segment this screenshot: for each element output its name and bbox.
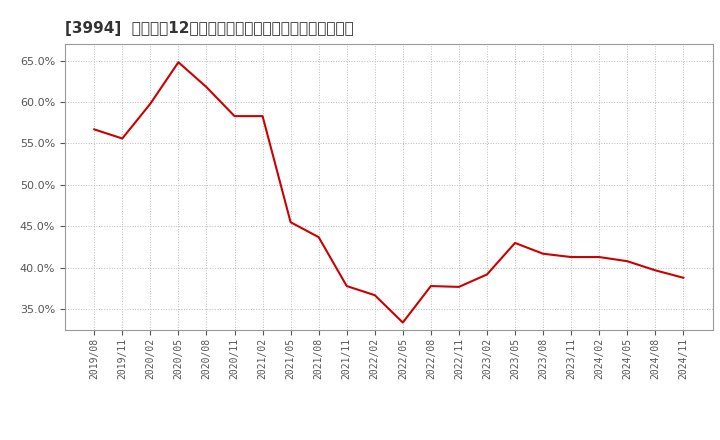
Text: [3994]  売上高の12か月移動合計の対前年同期増減率の推移: [3994] 売上高の12か月移動合計の対前年同期増減率の推移 [65, 21, 354, 36]
